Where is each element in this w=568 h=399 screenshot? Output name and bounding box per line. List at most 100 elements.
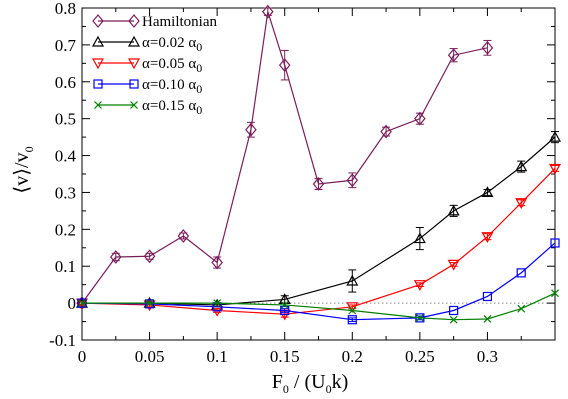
legend-item: α=0.10 α0 [93,77,202,96]
y-tick-label: 0.3 [55,183,76,202]
marker-stroke [449,315,458,324]
x-tick-label: 0 [78,347,87,366]
marker-stroke [213,299,222,308]
y-axis-title: ⟨v⟩/v0 [11,146,36,193]
data-point [144,299,155,309]
x-tick-label: 0.25 [405,347,435,366]
marker-stroke [517,304,526,313]
data-point [482,291,493,302]
legend-marker [91,35,105,47]
data-point [413,232,426,244]
series-line [81,168,556,315]
data-point [110,250,122,264]
data-point [483,315,492,323]
data-point [348,306,357,315]
data-point [481,232,494,243]
x-axis-title: F0 / (U0k) [272,371,348,396]
legend-label: α=0.15 α0 [142,98,202,117]
data-point [211,255,223,270]
data-point [548,163,562,175]
data-point [447,48,460,63]
data-point [515,160,528,172]
marker-stroke [280,301,289,309]
data-point [346,173,359,188]
legend: Hamiltonian α=0.02 α0 α=0.05 α0 α=0.10 α0 α=… [91,14,217,117]
data-point [145,299,154,308]
x-tick-label: 0.2 [342,347,363,366]
legend-item: α=0.02 α0 [91,35,202,54]
data-point [278,293,291,305]
x-axis-ticks: 0 0.05 0.1 0.15 0.2 0.25 0.3 [78,8,522,366]
legend-marker [130,101,138,109]
data-point [517,304,526,313]
data-point [312,177,325,191]
legend-item: α=0.05 α0 [91,56,202,75]
y-tick-label: 0 [68,294,77,313]
series-layer [75,4,562,325]
y-tick-label: 0.6 [55,73,76,92]
data-point [280,301,289,309]
data-point [550,238,560,248]
y-tick-label: 0.5 [55,110,76,129]
marker-stroke [78,299,86,308]
legend-item: α=0.15 α0 [94,98,202,117]
data-point [481,186,494,198]
x-tick-label: 0.3 [477,347,498,366]
series-line [81,242,556,321]
data-point [548,130,562,142]
y-tick-label: 0.1 [55,257,76,276]
legend-marker [127,35,141,47]
data-point [481,40,494,55]
data-point [449,305,459,316]
legend-item: Hamiltonian [92,14,217,30]
data-point [551,289,559,298]
data-point [280,305,290,316]
data-point [413,280,426,291]
y-tick-label: -0.1 [49,331,76,350]
legend-label: α=0.02 α0 [142,35,202,54]
y-tick-label: 0.8 [55,0,76,18]
legend-marker [127,58,141,70]
marker-stroke [415,313,424,322]
marker-stroke [348,306,357,315]
legend-marker [92,14,104,28]
marker-stroke [145,299,154,308]
data-point [78,299,86,308]
data-point [213,299,222,308]
series-0 [76,4,494,311]
data-point [245,122,257,137]
data-point [262,4,274,19]
y-tick-label: 0.2 [55,220,76,239]
marker-stroke [483,315,492,323]
legend-marker [128,14,140,28]
legend-marker [93,79,103,89]
marker-stroke [94,101,102,109]
data-point [414,111,426,126]
x-tick-label: 0.15 [270,347,300,366]
legend-label: α=0.10 α0 [142,77,202,96]
legend-marker [129,79,139,89]
marker-stroke [130,101,138,109]
legend-label: Hamiltonian [142,14,217,30]
data-point [516,268,526,278]
data-point [449,315,458,324]
data-point [347,315,357,325]
legend-marker [94,101,102,109]
data-point [346,274,359,286]
series-line [82,136,556,306]
x-tick-label: 0.1 [207,347,228,366]
y-tick-label: 0.4 [55,147,77,166]
series-1 [75,130,562,310]
data-point [380,124,392,139]
series-4 [78,289,559,324]
x-tick-label: 0.05 [135,347,165,366]
data-point [515,198,528,210]
series-line [81,11,488,304]
legend-label: α=0.05 α0 [142,56,202,75]
data-point [278,58,291,73]
data-point [447,204,460,216]
y-axis-ticks: -0.1 0 0.1 0.2 0.3 0.4 0.5 0.6 0.7 0.8 [49,0,555,350]
marker-stroke [551,289,559,298]
y-tick-label: 0.7 [55,36,77,55]
